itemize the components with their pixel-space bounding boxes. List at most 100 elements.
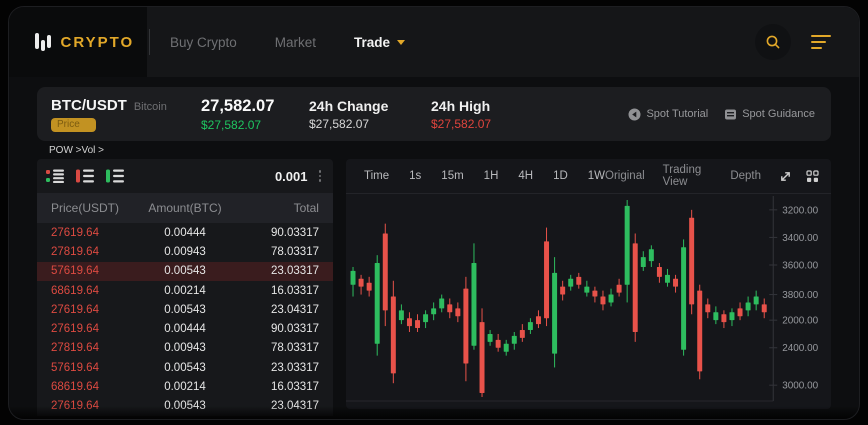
candle xyxy=(656,263,662,283)
spot-tutorial-link[interactable]: Spot Tutorial xyxy=(628,108,708,121)
view-tab-depth[interactable]: Depth xyxy=(730,170,761,182)
view-tab-original[interactable]: Original xyxy=(605,170,645,182)
candlestick-chart[interactable]: 3200.00 3400.00 3600.00 3800.00 2000.00 2400.… xyxy=(346,194,831,407)
helper-link-label: Spot Guidance xyxy=(742,108,815,120)
cell-price: 68619.64 xyxy=(51,284,99,297)
interval-tab-1d[interactable]: 1D xyxy=(553,170,568,182)
candle xyxy=(382,223,388,327)
ticker-bar: BTC/USDT Bitcoin Price 27,582.07 $27,582… xyxy=(37,87,831,141)
candle xyxy=(737,302,743,321)
orderbook-row[interactable]: 68619.64 0.00214 16.03317 xyxy=(37,377,333,396)
cell-amount: 0.00543 xyxy=(164,361,206,374)
candle xyxy=(544,227,550,327)
candle xyxy=(560,280,566,301)
candle xyxy=(584,280,590,297)
candle xyxy=(366,276,372,297)
cell-total: 23.04317 xyxy=(271,303,319,316)
candle xyxy=(697,284,703,380)
cell-price: 27819.64 xyxy=(51,245,99,258)
search-button[interactable] xyxy=(755,24,791,60)
high-24h-label: 24h High xyxy=(431,97,491,114)
orderbook-view-both-button[interactable] xyxy=(46,169,66,184)
breadcrumb[interactable]: POW >Vol > xyxy=(49,145,105,156)
orderbook-row[interactable]: 68619.64 0.00214 16.03317 xyxy=(37,281,333,300)
ticker-links: Spot Tutorial Spot Guidance xyxy=(628,108,815,121)
candle xyxy=(600,290,606,311)
layout-grid-button[interactable] xyxy=(806,169,819,183)
y-axis-label: 3600.00 xyxy=(782,260,818,271)
pair-name: Bitcoin xyxy=(133,100,167,113)
orderbook-both-icon xyxy=(46,169,64,184)
orderbook-row[interactable]: 27619.64 0.00543 23.04317 xyxy=(37,397,333,416)
candle xyxy=(431,302,437,321)
orderbook-row[interactable]: 57619.64 0.00543 23.03317 xyxy=(37,261,333,281)
nav-item-market[interactable]: Market xyxy=(275,35,316,50)
app-window: CRYPTO Buy Crypto Market Trade BTC/USDT Bi… xyxy=(8,6,860,420)
candle xyxy=(576,272,582,289)
candle xyxy=(705,298,711,319)
orderbook-row[interactable]: 27819.64 0.00943 78.03317 xyxy=(37,339,333,358)
candle xyxy=(689,209,695,315)
candle xyxy=(648,245,654,267)
cell-price: 27819.64 xyxy=(51,342,99,355)
cell-total: 90.03317 xyxy=(271,323,319,336)
cell-amount: 0.00943 xyxy=(164,245,206,258)
interval-tabs: Time 1s 15m 1H 4H 1D 1W xyxy=(364,170,605,182)
orderbook-row[interactable]: 27619.64 0.00543 23.04317 xyxy=(37,300,333,319)
candle xyxy=(616,278,622,297)
candle xyxy=(390,280,396,384)
cell-amount: 0.00543 xyxy=(164,400,206,413)
cell-price: 27619.64 xyxy=(51,400,99,413)
expand-icon xyxy=(781,171,790,181)
nav-item-buy-crypto[interactable]: Buy Crypto xyxy=(170,35,237,50)
candlestick-logo-icon xyxy=(35,33,51,51)
cell-price: 27619.64 xyxy=(51,303,99,316)
kebab-menu-icon[interactable] xyxy=(317,168,324,184)
nav-item-trade[interactable]: Trade xyxy=(354,35,406,50)
column-header-total: Total xyxy=(293,201,319,215)
divider xyxy=(149,29,150,55)
candle xyxy=(455,302,461,323)
column-header-price-usdt-: Price(USDT) xyxy=(51,201,119,215)
cell-total: 16.03317 xyxy=(271,381,319,394)
orderbook-row[interactable]: 27619.64 0.00444 90.03317 xyxy=(37,319,333,338)
high-24h-value: $27,582.07 xyxy=(431,116,492,131)
view-tabs: Original Trading View Depth xyxy=(605,164,761,188)
interval-tab-4h[interactable]: 4H xyxy=(518,170,534,182)
view-tab-trading-view[interactable]: Trading View xyxy=(662,164,702,188)
guide-book-icon xyxy=(725,109,737,119)
grid-icon xyxy=(806,169,819,182)
y-axis-label: 3800.00 xyxy=(782,290,818,301)
interval-tab-1h[interactable]: 1H xyxy=(483,170,499,182)
orderbook-row[interactable]: 27619.64 0.00444 90.03317 xyxy=(37,223,333,242)
change-24h-block: 24h Change $27,582.07 xyxy=(309,98,431,131)
interval-tab-1w[interactable]: 1W xyxy=(587,170,606,182)
precision-selector[interactable]: 0.001 xyxy=(274,168,308,184)
chart-toolbar: Time 1s 15m 1H 4H 1D 1W Original Trading View De… xyxy=(346,159,831,194)
spot-guidance-link[interactable]: Spot Guidance xyxy=(724,108,815,121)
candle xyxy=(640,251,646,271)
orderbook-row[interactable]: 57619.64 0.00543 23.03317 xyxy=(37,358,333,377)
menu-button[interactable] xyxy=(811,34,831,50)
cell-price: 27619.64 xyxy=(51,323,99,336)
helper-link-label: Spot Tutorial xyxy=(646,108,709,120)
interval-tab-1s[interactable]: 1s xyxy=(409,170,422,182)
change-24h-value: $27,582.07 xyxy=(309,116,370,131)
interval-tab-15m[interactable]: 15m xyxy=(441,170,464,182)
candle xyxy=(527,318,533,334)
orderbook-view-bids-button[interactable] xyxy=(106,169,126,183)
y-axis-label: 2000.00 xyxy=(782,316,818,327)
cell-total: 78.03317 xyxy=(271,342,319,355)
orderbook-row[interactable]: 27819.64 0.00943 78.03317 xyxy=(37,242,333,261)
candle xyxy=(535,310,541,329)
candle xyxy=(729,308,735,327)
price-badge[interactable]: Price xyxy=(51,117,96,132)
orderbook-rows: 27619.64 0.00444 90.03317 27819.64 0.00943 78… xyxy=(37,223,333,416)
cell-price: 27619.64 xyxy=(51,226,99,239)
cell-total: 23.03317 xyxy=(271,265,319,278)
orderbook-view-asks-button[interactable] xyxy=(76,169,96,183)
candle xyxy=(745,296,751,317)
fullscreen-button[interactable] xyxy=(779,170,792,183)
orderbook-column-headers: Price(USDT) Amount(BTC) Total xyxy=(37,193,333,223)
interval-tab-time[interactable]: Time xyxy=(364,170,390,182)
